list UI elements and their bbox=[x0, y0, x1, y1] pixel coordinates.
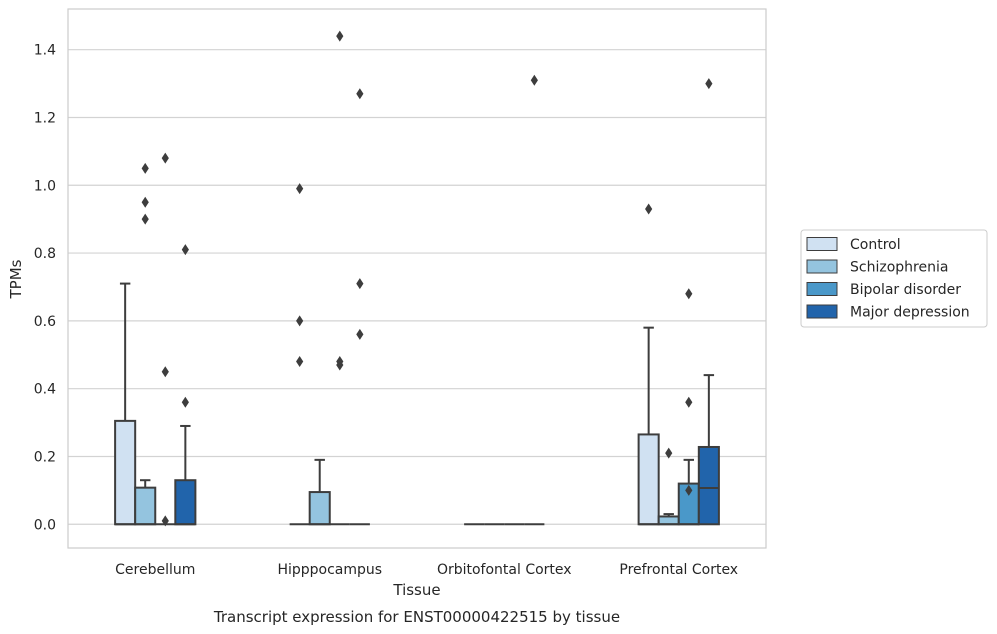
y-tick-label: 0.2 bbox=[34, 449, 56, 465]
outlier-point bbox=[141, 196, 149, 208]
outlier-point bbox=[296, 315, 304, 327]
outlier-point bbox=[161, 366, 169, 378]
y-tick-label: 0.4 bbox=[34, 382, 56, 398]
outlier-point bbox=[336, 356, 344, 368]
legend-label: Bipolar disorder bbox=[850, 282, 961, 298]
outlier-point bbox=[161, 515, 169, 527]
x-axis-ticks: Cerebellum Hipppocampus Orbitofontal Corte… bbox=[115, 562, 738, 578]
box bbox=[697, 445, 720, 526]
outlier-point bbox=[181, 244, 189, 256]
legend-swatch bbox=[806, 237, 838, 251]
outlier-point bbox=[685, 288, 693, 300]
box-control bbox=[637, 326, 660, 526]
box bbox=[134, 486, 157, 526]
box-major-depression bbox=[697, 374, 720, 526]
outlier-point bbox=[356, 278, 364, 290]
outlier-point bbox=[685, 484, 693, 496]
box-schizophrenia bbox=[308, 458, 331, 526]
legend-swatch bbox=[806, 282, 838, 296]
outlier-point bbox=[181, 396, 189, 408]
box bbox=[174, 479, 197, 526]
legend-swatch bbox=[806, 304, 838, 319]
box bbox=[114, 419, 137, 526]
outlier-point bbox=[141, 162, 149, 174]
y-tick-label: 1.0 bbox=[34, 178, 56, 194]
outlier-point bbox=[296, 356, 304, 368]
y-tick-label: 0.6 bbox=[34, 314, 56, 330]
outlier-point bbox=[296, 183, 304, 195]
legend-label: Major depression bbox=[850, 305, 970, 321]
outlier-point bbox=[356, 88, 364, 100]
gridlines bbox=[68, 49, 766, 525]
y-axis-title: TPMs bbox=[7, 259, 25, 299]
outlier-point bbox=[161, 152, 169, 164]
legend-swatch bbox=[806, 259, 838, 274]
box bbox=[657, 515, 680, 526]
legend: Control Schizophrenia Bipolar disorder Majo… bbox=[800, 229, 988, 328]
outlier-point bbox=[645, 203, 653, 215]
legend-label: Schizophrenia bbox=[850, 260, 948, 276]
outlier-point bbox=[356, 328, 364, 340]
chart-caption: Transcript expression for ENST0000042251… bbox=[213, 608, 620, 626]
x-tick-label: Cerebellum bbox=[115, 562, 195, 578]
y-tick-label: 0.0 bbox=[34, 517, 56, 533]
outlier-point bbox=[665, 447, 673, 459]
box-schizophrenia bbox=[134, 479, 157, 526]
box-groups bbox=[114, 282, 720, 526]
box bbox=[637, 433, 660, 526]
y-tick-label: 0.8 bbox=[34, 246, 56, 262]
x-tick-label: Hipppocampus bbox=[277, 562, 382, 578]
outlier-point bbox=[705, 78, 713, 90]
x-tick-label: Orbitofontal Cortex bbox=[437, 562, 572, 578]
y-tick-label: 1.2 bbox=[34, 110, 56, 126]
legend-frame bbox=[800, 229, 988, 328]
outlier-points bbox=[141, 30, 713, 527]
outlier-point bbox=[685, 396, 693, 408]
y-tick-label: 1.4 bbox=[34, 43, 56, 59]
box bbox=[308, 491, 331, 526]
y-axis-ticks: 0.0 0.2 0.4 0.6 0.8 1.0 1.2 1.4 bbox=[34, 43, 56, 534]
outlier-point bbox=[141, 213, 149, 225]
x-tick-label: Prefrontal Cortex bbox=[619, 562, 738, 578]
outlier-point bbox=[336, 30, 344, 42]
outlier-point bbox=[530, 74, 538, 86]
box-control bbox=[114, 282, 137, 526]
x-axis-title: Tissue bbox=[392, 581, 440, 599]
box-schizophrenia bbox=[657, 513, 680, 526]
legend-label: Control bbox=[850, 237, 901, 253]
plot-frame bbox=[67, 8, 767, 549]
box-major-depression bbox=[174, 424, 197, 526]
